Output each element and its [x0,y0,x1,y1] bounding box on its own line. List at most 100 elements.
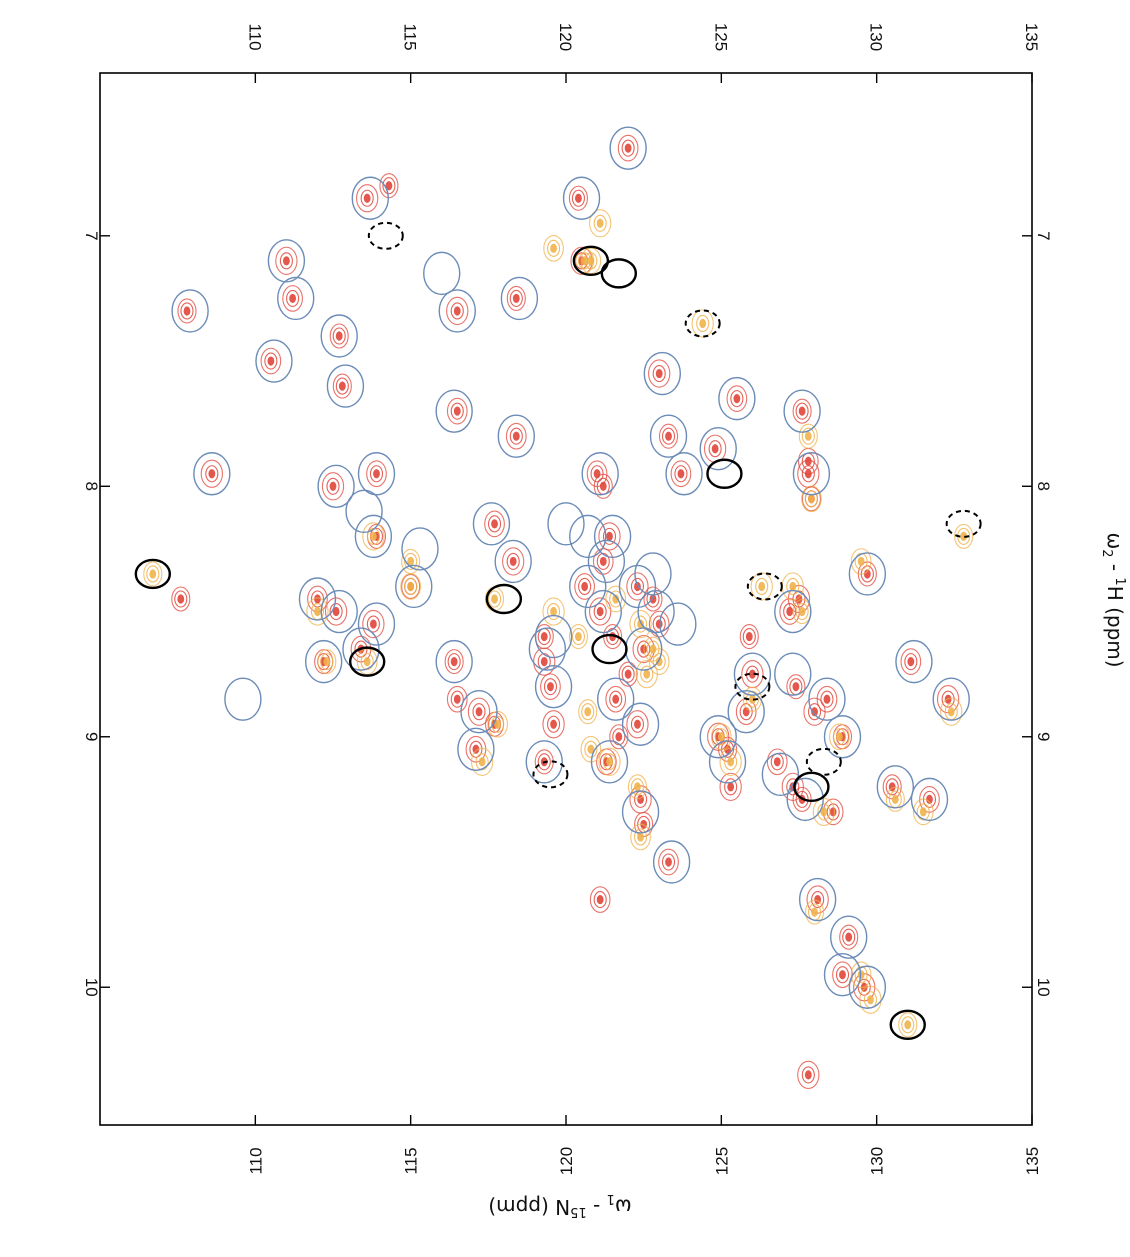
red-peak-core [677,469,685,479]
red-peak [618,661,638,687]
red-peak-core [329,481,337,491]
blue-circle [830,915,868,959]
y-tick-label-top: 110 [245,23,264,50]
orange-peak-contour-outer [804,899,825,925]
orange-peak-contour-mid [547,602,561,621]
orange-peak-contour-outer [635,659,658,689]
red-peak-core [804,469,812,479]
orange-peak-contour-mid [804,490,818,508]
orange-peak-contour-outer [801,485,822,513]
red-peak-core [649,594,657,604]
red-peak-contour-mid [571,189,585,207]
blue-circle [401,527,439,571]
red-peak-contour-mid [621,665,635,683]
red-peak [574,573,595,600]
blue-circle [774,589,812,634]
blue-circle [224,677,262,721]
x-tick-label-left: 10 [82,978,101,997]
black-circle-solid [348,646,386,677]
black-circle-dashed [734,672,771,701]
orange-peak-core [808,494,815,504]
orange-peak [719,747,742,776]
orange-peak-core [727,757,735,767]
red-peak-core [267,356,275,366]
black-circle-dashed [945,509,982,538]
blue-circle [304,639,343,684]
x-tick-label-right: 10 [1034,978,1053,997]
red-peak [900,648,922,675]
red-peak-core [634,581,641,592]
red-peak-core [792,682,800,692]
orange-peak [710,723,732,751]
orange-peak-contour-outer [954,523,974,549]
red-peak-contour-mid [724,778,738,796]
red-peak-core [926,794,933,804]
red-peak-core [453,694,461,704]
orange-peak [635,659,658,689]
blue-circle [351,176,389,220]
red-peak [321,472,345,501]
red-peak-contour-mid [609,690,623,708]
orange-peak-contour-mid [547,239,561,257]
y-axis-title: ω1 - 15N (ppm) [488,1191,631,1219]
red-peak-core [491,519,498,529]
orange-peak-core [891,794,899,804]
red-peak [568,185,588,211]
red-peak-contour-mid [205,465,219,483]
black-circle-dashed [684,309,721,338]
red-peak-contour-outer [658,423,679,449]
red-peak-contour-outer [592,548,614,575]
blue-circle [708,740,747,784]
red-peak [200,459,223,488]
red-peak-contour-outer [446,296,469,326]
orange-peak [542,597,565,626]
red-peak [324,597,348,626]
orange-peak-contour-mid [593,214,607,232]
orange-peak-core [655,657,663,667]
red-peak-contour-outer [801,486,821,512]
orange-peak-contour-outer [630,823,651,851]
red-peak [589,886,611,913]
orange-peak [317,649,337,675]
blue-circle [876,765,915,809]
blue-circle [277,276,315,321]
red-peak [882,774,902,800]
red-peak-contour-outer [900,648,922,675]
red-peak-contour-mid [904,653,918,671]
orange-peak [578,699,598,725]
orange-peak [400,573,422,600]
y-tick-label-bottom: 125 [712,1147,731,1175]
orange-peak-contour-outer [829,723,850,751]
red-peak [658,848,679,876]
blue-circle [665,452,703,496]
orange-peak-core [323,657,331,667]
red-peak [362,609,385,639]
x-axis-title: ω2 - 1H (ppm) [1099,532,1127,667]
red-peak-contour-mid [630,577,645,596]
red-peak-contour-mid [469,740,483,758]
red-peak [626,710,649,739]
red-peak-contour-mid [450,402,464,420]
red-peak [506,285,526,311]
orange-peak-contour-outer [710,723,732,751]
orange-peak-contour-mid [571,628,585,646]
red-peak-core [335,331,343,341]
blue-circle [910,777,949,822]
blue-circle [718,376,756,421]
black-circle-dashed [746,572,783,601]
red-peak-contour-outer [839,924,859,950]
x-tick-label-right: 9 [1034,732,1053,741]
red-peak-core [786,606,794,617]
red-peak-contour-mid [612,728,626,746]
orange-peak [589,209,612,238]
red-peak-contour-outer [467,697,491,726]
blue-circle [652,840,691,884]
orange-peak [940,697,963,726]
red-peak-contour-mid [360,189,374,207]
orange-peak-contour-mid [801,427,815,445]
red-peak [505,422,527,450]
blue-circle [808,677,846,721]
blue-circle [435,389,473,433]
red-peak-contour-mid [369,465,384,483]
red-peak-contour-mid [795,402,809,420]
